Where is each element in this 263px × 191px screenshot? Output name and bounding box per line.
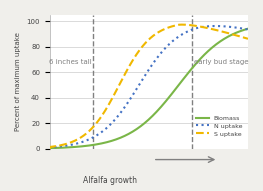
Y-axis label: Percent of maximum uptake: Percent of maximum uptake: [15, 32, 21, 131]
Text: 6 inches tall: 6 inches tall: [49, 59, 92, 65]
Legend: Biomass, N uptake, S uptake: Biomass, N uptake, S uptake: [194, 113, 245, 139]
Text: early bud stage: early bud stage: [194, 59, 249, 65]
Text: Alfalfa growth: Alfalfa growth: [83, 176, 138, 185]
